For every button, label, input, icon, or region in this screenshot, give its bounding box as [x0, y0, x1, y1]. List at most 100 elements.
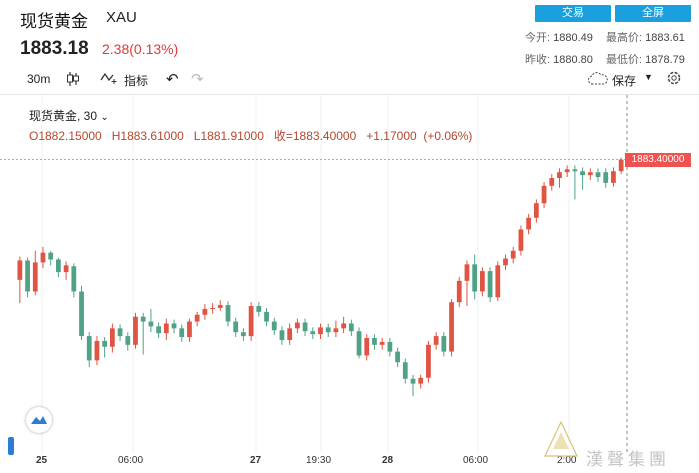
candle-up[interactable]: [611, 171, 616, 183]
candle-down[interactable]: [410, 378, 416, 384]
candle-down[interactable]: [387, 341, 393, 352]
candle-up[interactable]: [17, 260, 23, 280]
candle-down[interactable]: [179, 328, 185, 338]
candle-up[interactable]: [32, 262, 38, 292]
candle-down[interactable]: [171, 323, 177, 329]
candle-up[interactable]: [495, 265, 501, 298]
candle-up[interactable]: [587, 172, 593, 176]
candle-up[interactable]: [510, 250, 516, 259]
candle-down[interactable]: [140, 316, 146, 322]
candle-down[interactable]: [102, 340, 108, 347]
chart-logo-icon[interactable]: [26, 407, 52, 433]
candle-up[interactable]: [217, 305, 223, 308]
candle-up[interactable]: [557, 172, 562, 179]
candle-up[interactable]: [94, 340, 100, 361]
low-value: 1878.79: [645, 54, 685, 66]
candle-up[interactable]: [187, 321, 192, 338]
candle-up[interactable]: [287, 328, 293, 340]
candle-up[interactable]: [541, 185, 547, 204]
x-tick-label: 25: [36, 455, 48, 466]
candle-down[interactable]: [233, 321, 239, 333]
candle-down[interactable]: [395, 351, 400, 363]
interval-selector[interactable]: 30m: [27, 72, 51, 86]
candle-up[interactable]: [248, 306, 254, 337]
indicators-button[interactable]: 指标: [124, 74, 149, 88]
candle-up[interactable]: [533, 203, 539, 218]
redo-icon[interactable]: ↷: [191, 71, 204, 88]
candle-down[interactable]: [117, 328, 123, 337]
gear-icon[interactable]: [666, 70, 682, 89]
candle-down[interactable]: [125, 336, 131, 345]
candle-up[interactable]: [526, 217, 532, 230]
candle-up[interactable]: [518, 229, 524, 251]
candle-down[interactable]: [148, 321, 154, 327]
candle-down[interactable]: [86, 336, 92, 361]
candle-down[interactable]: [256, 306, 262, 312]
chevron-down-icon[interactable]: ▼: [644, 72, 653, 82]
candle-down[interactable]: [595, 172, 601, 178]
candle-down[interactable]: [580, 171, 585, 176]
high-value: 1883.61: [645, 32, 685, 44]
candle-up[interactable]: [456, 280, 462, 303]
candle-down[interactable]: [325, 327, 331, 333]
candlestick-chart[interactable]: [0, 95, 699, 473]
candle-up[interactable]: [318, 327, 323, 335]
candle-down[interactable]: [241, 332, 246, 337]
candle-down[interactable]: [472, 264, 478, 292]
candle-up[interactable]: [194, 314, 200, 322]
candle-up[interactable]: [210, 307, 215, 309]
candle-up[interactable]: [364, 338, 370, 356]
candle-up[interactable]: [426, 344, 431, 378]
candle-down[interactable]: [264, 311, 269, 322]
candle-up[interactable]: [449, 302, 454, 352]
candle-down[interactable]: [279, 330, 285, 340]
candle-up[interactable]: [479, 271, 485, 292]
side-panel-handle[interactable]: [8, 437, 14, 455]
candle-up[interactable]: [433, 336, 439, 345]
candle-down[interactable]: [441, 336, 447, 352]
cloud-icon[interactable]: [588, 72, 608, 88]
candle-up[interactable]: [618, 159, 624, 172]
candle-up[interactable]: [379, 341, 385, 345]
candle-up[interactable]: [333, 328, 339, 333]
candle-down[interactable]: [79, 291, 84, 337]
candle-down[interactable]: [71, 266, 77, 292]
open-stat: 今开: 1880.49: [525, 29, 593, 45]
candle-down[interactable]: [302, 322, 308, 332]
candle-down[interactable]: [310, 331, 316, 335]
candle-down[interactable]: [271, 321, 277, 331]
candle-down[interactable]: [156, 326, 162, 334]
candle-up[interactable]: [109, 328, 115, 347]
candle-down[interactable]: [402, 362, 408, 379]
save-button[interactable]: 保存: [612, 74, 637, 88]
fullscreen-button[interactable]: 全屏: [615, 5, 691, 22]
candle-type-icon[interactable]: [66, 71, 80, 90]
candle-up[interactable]: [202, 308, 208, 315]
candle-down[interactable]: [487, 271, 493, 298]
candle-up[interactable]: [40, 252, 46, 263]
candle-up[interactable]: [63, 265, 69, 273]
indicators-icon[interactable]: [100, 71, 118, 88]
candle-down[interactable]: [56, 259, 61, 273]
candle-up[interactable]: [418, 377, 424, 384]
chart-legend[interactable]: 现货黄金, 30 ⌄: [29, 107, 109, 124]
candle-down[interactable]: [25, 260, 30, 292]
candle-up[interactable]: [163, 323, 169, 334]
candle-down[interactable]: [48, 252, 54, 260]
chevron-down-icon[interactable]: ⌄: [100, 112, 109, 123]
candle-up[interactable]: [294, 322, 300, 329]
candle-down[interactable]: [572, 169, 578, 172]
candle-down[interactable]: [348, 323, 354, 332]
undo-icon[interactable]: ↶: [166, 71, 179, 88]
candle-down[interactable]: [225, 305, 231, 322]
candle-up[interactable]: [464, 264, 470, 281]
candle-down[interactable]: [603, 172, 609, 183]
candle-up[interactable]: [133, 316, 138, 345]
candle-down[interactable]: [372, 338, 377, 345]
trade-button[interactable]: 交易: [535, 5, 611, 22]
candle-up[interactable]: [549, 178, 555, 186]
candle-down[interactable]: [356, 331, 362, 356]
candle-up[interactable]: [564, 169, 570, 173]
candle-up[interactable]: [503, 258, 508, 266]
candle-up[interactable]: [341, 323, 347, 329]
